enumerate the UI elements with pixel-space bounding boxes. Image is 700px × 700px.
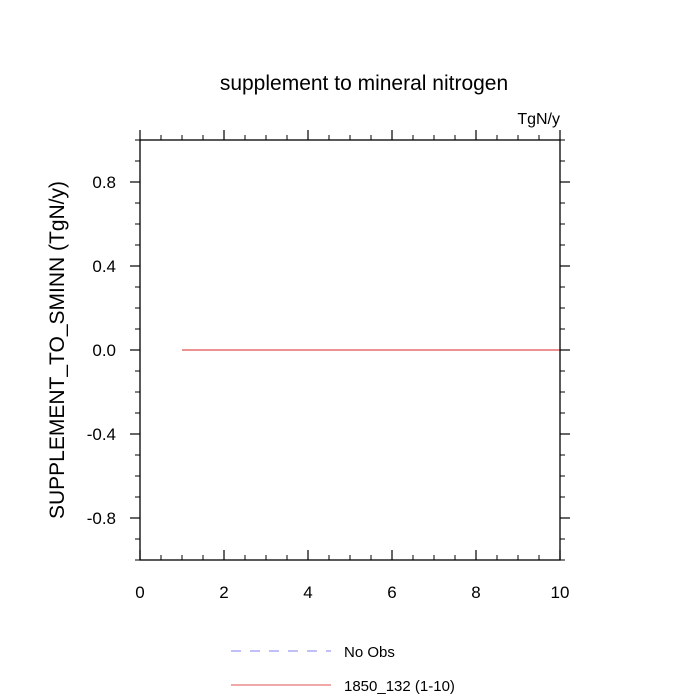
y-axis-label: SUPPLEMENT_TO_SMINN (TgN/y) — [46, 181, 69, 519]
chart-title: supplement to mineral nitrogen — [220, 72, 508, 95]
x-tick-label: 8 — [471, 583, 480, 602]
y-tick-label: 0.4 — [92, 257, 116, 276]
legend: No Obs 1850_132 (1-10) — [231, 644, 455, 695]
axis-tick-labels: 0 2 4 6 8 10 -0.8 -0.4 0.0 0.4 0.8 — [87, 173, 570, 602]
x-tick-label: 6 — [387, 583, 396, 602]
y-tick-label: 0.8 — [92, 173, 116, 192]
plot-frame — [139, 139, 561, 561]
y-tick-label: -0.8 — [87, 509, 116, 528]
x-tick-label: 10 — [551, 583, 570, 602]
units-label: TgN/y — [517, 111, 560, 128]
x-tick-label: 4 — [303, 583, 312, 602]
x-tick-label: 0 — [135, 583, 144, 602]
x-tick-label: 2 — [219, 583, 228, 602]
legend-label-1850-132: 1850_132 (1-10) — [344, 678, 455, 695]
y-tick-label: -0.4 — [87, 425, 116, 444]
y-tick-label: 0.0 — [92, 341, 116, 360]
axis-ticks — [130, 130, 570, 561]
legend-label-no-obs: No Obs — [344, 644, 395, 661]
